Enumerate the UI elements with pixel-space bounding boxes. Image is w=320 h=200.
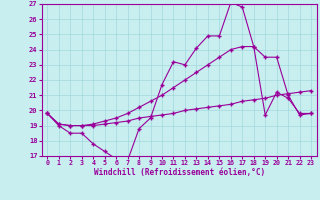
X-axis label: Windchill (Refroidissement éolien,°C): Windchill (Refroidissement éolien,°C) xyxy=(94,168,265,177)
